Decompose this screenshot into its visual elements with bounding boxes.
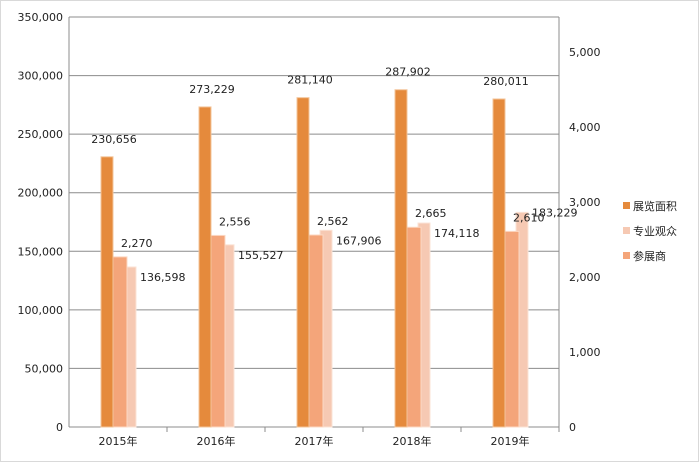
left-axis-tick-label: 0 — [56, 421, 63, 434]
bar-展览面积 — [296, 97, 310, 428]
legend-swatch — [623, 252, 630, 259]
left-axis-tick-label: 300,000 — [18, 70, 64, 83]
bar-展览面积 — [100, 156, 114, 428]
data-label: 2,610 — [513, 211, 545, 224]
data-label: 2,562 — [317, 215, 349, 228]
legend-label: 展览面积 — [633, 199, 677, 213]
data-label: 2,665 — [415, 207, 447, 220]
data-label: 136,598 — [140, 271, 186, 284]
legend-label: 专业观众 — [633, 224, 677, 238]
x-axis-tick-label: 2017年 — [295, 434, 334, 448]
data-label: 281,140 — [287, 74, 333, 87]
data-label: 183,229 — [532, 206, 578, 219]
left-axis-tick-label: 100,000 — [18, 304, 64, 317]
x-axis-tick-label: 2016年 — [197, 434, 236, 448]
right-axis-tick-label: 0 — [569, 421, 576, 434]
left-axis-tick-label: 50,000 — [25, 362, 64, 375]
data-label: 2,270 — [121, 237, 153, 250]
x-axis-tick-label: 2015年 — [99, 434, 138, 448]
data-label: 280,011 — [483, 75, 529, 88]
data-label: 273,229 — [189, 83, 235, 96]
right-axis-tick-label: 2,000 — [569, 271, 601, 284]
left-axis-tick-label: 250,000 — [18, 128, 64, 141]
legend-swatch — [623, 202, 630, 209]
legend-swatch — [623, 227, 630, 234]
right-axis-tick-label: 1,000 — [569, 346, 601, 359]
legend-label: 参展商 — [633, 249, 666, 263]
data-label: 287,902 — [385, 66, 431, 79]
right-axis-tick-label: 5,000 — [569, 46, 601, 59]
data-label: 174,118 — [434, 227, 480, 240]
data-label: 2,556 — [219, 215, 251, 228]
right-axis-tick-label: 4,000 — [569, 121, 601, 134]
left-axis-tick-label: 350,000 — [18, 11, 64, 24]
x-axis-tick-label: 2019年 — [491, 434, 530, 448]
data-label: 230,656 — [91, 133, 137, 146]
bar-展览面积 — [198, 106, 212, 428]
right-axis-tick-label: 3,000 — [569, 196, 601, 209]
left-axis-tick-label: 200,000 — [18, 187, 64, 200]
data-label: 167,906 — [336, 234, 382, 247]
left-axis-tick-label: 150,000 — [18, 245, 64, 258]
x-axis-tick-label: 2018年 — [393, 434, 432, 448]
bar-展览面积 — [394, 89, 408, 428]
data-label: 155,527 — [238, 249, 284, 262]
bar-展览面积 — [492, 98, 506, 428]
